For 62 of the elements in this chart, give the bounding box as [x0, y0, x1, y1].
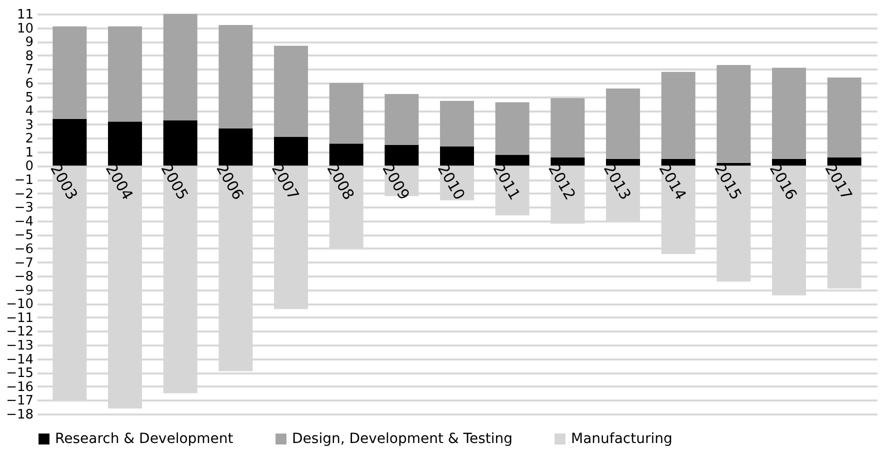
bar — [384, 94, 419, 146]
bar — [163, 120, 198, 166]
y-tick-label: 9 — [25, 35, 34, 50]
y-tick-label: 11 — [16, 8, 34, 22]
bar — [329, 82, 364, 144]
y-tick-label: 4 — [25, 104, 34, 120]
y-tick-label: −15 — [6, 366, 34, 382]
legend-label: Research & Development — [55, 431, 234, 447]
y-tick-label: −18 — [6, 408, 34, 422]
y-tick-label: −4 — [14, 214, 34, 230]
y-tick-label: −1 — [14, 173, 34, 188]
y-tick-label: −6 — [14, 242, 34, 257]
bar — [606, 88, 640, 159]
y-tick-label: 1 — [25, 145, 34, 160]
bar — [550, 98, 585, 158]
bar — [218, 128, 253, 166]
y-tick-label: −13 — [6, 338, 34, 354]
y-tick-label: −9 — [14, 283, 34, 298]
y-tick-label: −5 — [14, 228, 34, 244]
bar — [661, 72, 696, 159]
bar — [716, 65, 751, 163]
bar — [772, 158, 806, 166]
y-tick-label: −8 — [14, 270, 34, 285]
y-tick-label: 8 — [25, 48, 34, 64]
legend-label: Design, Development & Testing — [292, 431, 513, 447]
bar — [495, 102, 530, 155]
y-tick-label: 0 — [25, 159, 34, 174]
bar — [108, 26, 142, 122]
bar — [384, 145, 419, 166]
bar — [440, 146, 474, 166]
y-tick-label: −16 — [6, 380, 34, 395]
bar — [827, 157, 862, 166]
legend-label: Manufacturing — [571, 431, 672, 447]
y-tick-label: −12 — [6, 324, 34, 340]
y-tick-label: 3 — [25, 118, 34, 133]
y-tick-label: 2 — [25, 132, 34, 147]
y-tick-label: 10 — [16, 21, 34, 36]
bar — [606, 158, 640, 166]
y-tick-label: −14 — [6, 352, 34, 368]
y-tick-label: 5 — [25, 90, 34, 106]
bar — [108, 122, 142, 166]
y-tick-label: −17 — [6, 394, 34, 409]
bar — [495, 154, 530, 166]
y-tick-label: −3 — [14, 200, 34, 216]
bar — [329, 144, 364, 166]
bar — [550, 157, 585, 166]
y-tick-label: −10 — [6, 297, 34, 312]
bar — [218, 25, 253, 128]
y-tick-label: 7 — [25, 62, 34, 78]
y-tick-label: −11 — [6, 310, 34, 326]
y-tick-label: −2 — [14, 186, 34, 202]
bar — [52, 118, 87, 166]
bar — [440, 100, 474, 146]
bar — [274, 46, 308, 137]
bar — [274, 136, 308, 166]
bar — [52, 26, 87, 119]
bar — [163, 14, 198, 120]
y-tick-label: 6 — [25, 76, 34, 92]
y-tick-label: −7 — [14, 256, 34, 271]
bar — [827, 77, 862, 158]
bar — [661, 158, 696, 166]
bar — [772, 68, 806, 159]
